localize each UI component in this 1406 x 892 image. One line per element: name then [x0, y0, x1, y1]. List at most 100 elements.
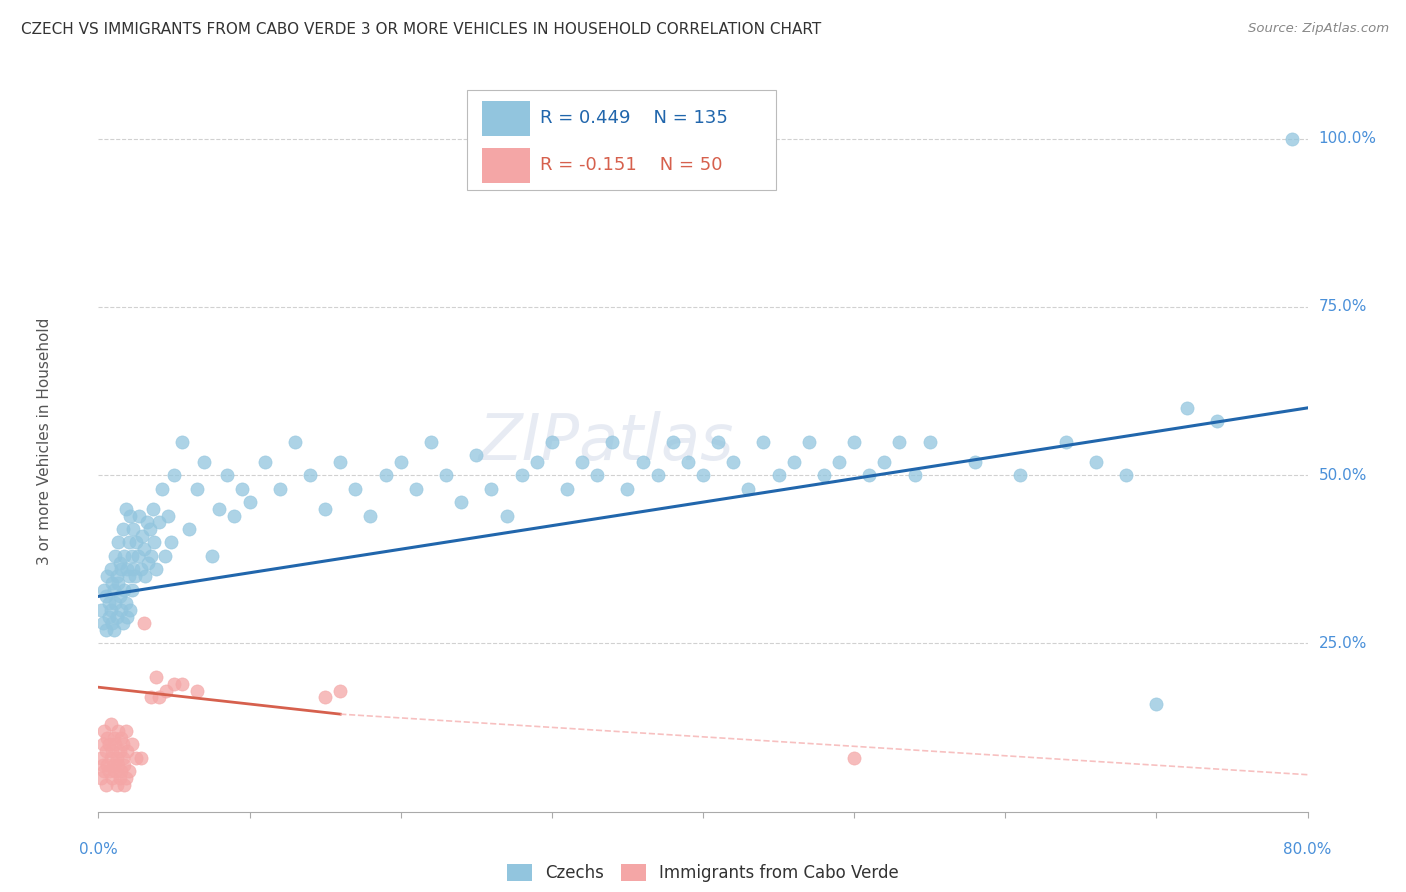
Point — [186, 482, 208, 496]
Point — [118, 764, 141, 779]
Point — [676, 455, 699, 469]
Point — [148, 516, 170, 530]
Point — [904, 468, 927, 483]
Point — [231, 482, 253, 496]
Point — [344, 482, 367, 496]
Point — [105, 569, 128, 583]
Point — [510, 468, 533, 483]
Text: 50.0%: 50.0% — [1319, 467, 1367, 483]
Point — [555, 482, 578, 496]
Point — [111, 522, 134, 536]
Point — [110, 764, 132, 779]
Point — [889, 434, 911, 449]
Point — [96, 731, 118, 745]
Point — [90, 771, 112, 785]
Text: R = 0.449    N = 135: R = 0.449 N = 135 — [540, 109, 728, 127]
Point — [721, 455, 744, 469]
Point — [360, 508, 382, 523]
Point — [104, 549, 127, 563]
Point — [100, 717, 122, 731]
Point — [314, 690, 336, 705]
Text: 0.0%: 0.0% — [79, 842, 118, 857]
Point — [737, 482, 759, 496]
Point — [93, 723, 115, 738]
Point — [269, 482, 291, 496]
Text: 75.0%: 75.0% — [1319, 300, 1367, 314]
Point — [94, 623, 117, 637]
Point — [91, 757, 114, 772]
Point — [96, 757, 118, 772]
Point — [571, 455, 593, 469]
Point — [121, 738, 143, 752]
Point — [135, 516, 157, 530]
Point — [145, 562, 167, 576]
Point — [170, 434, 193, 449]
Legend: Czechs, Immigrants from Cabo Verde: Czechs, Immigrants from Cabo Verde — [501, 857, 905, 888]
Point — [160, 535, 183, 549]
Text: Source: ZipAtlas.com: Source: ZipAtlas.com — [1249, 22, 1389, 36]
Point — [186, 683, 208, 698]
Point — [526, 455, 548, 469]
Point — [163, 677, 186, 691]
Point — [100, 751, 122, 765]
Point — [450, 495, 472, 509]
Point — [134, 569, 156, 583]
Point — [115, 609, 138, 624]
Point — [101, 771, 124, 785]
Point — [828, 455, 851, 469]
Point — [111, 616, 134, 631]
Point — [129, 562, 152, 576]
Point — [139, 522, 162, 536]
Point — [98, 596, 121, 610]
Point — [125, 535, 148, 549]
Point — [1085, 455, 1108, 469]
Point — [631, 455, 654, 469]
Point — [90, 603, 112, 617]
Point — [91, 616, 114, 631]
Point — [120, 603, 142, 617]
Point — [101, 744, 124, 758]
Point — [114, 501, 136, 516]
Point — [104, 738, 127, 752]
Point — [127, 549, 149, 563]
Point — [141, 549, 163, 563]
Point — [858, 468, 880, 483]
Point — [100, 603, 122, 617]
Point — [114, 771, 136, 785]
Point — [495, 508, 517, 523]
Point — [112, 549, 135, 563]
Point — [145, 670, 167, 684]
Point — [115, 744, 138, 758]
Point — [96, 569, 118, 583]
Point — [692, 468, 714, 483]
Point — [153, 549, 176, 563]
Point — [132, 542, 155, 557]
Point — [118, 535, 141, 549]
Point — [108, 771, 131, 785]
Point — [797, 434, 820, 449]
Point — [107, 535, 129, 549]
Point — [100, 562, 122, 576]
Point — [314, 501, 336, 516]
Point — [132, 616, 155, 631]
Point — [299, 468, 322, 483]
Point — [239, 495, 262, 509]
Point — [170, 677, 193, 691]
Point — [661, 434, 683, 449]
Point — [110, 731, 132, 745]
Point — [105, 751, 128, 765]
Point — [93, 764, 115, 779]
Point — [114, 596, 136, 610]
Text: 80.0%: 80.0% — [1284, 842, 1331, 857]
Point — [103, 731, 125, 745]
Point — [120, 508, 142, 523]
Point — [136, 556, 159, 570]
Point — [103, 582, 125, 597]
Point — [844, 751, 866, 765]
Point — [107, 757, 129, 772]
Point — [129, 751, 152, 765]
Point — [374, 468, 396, 483]
Point — [94, 590, 117, 604]
Point — [111, 738, 134, 752]
Point — [103, 757, 125, 772]
